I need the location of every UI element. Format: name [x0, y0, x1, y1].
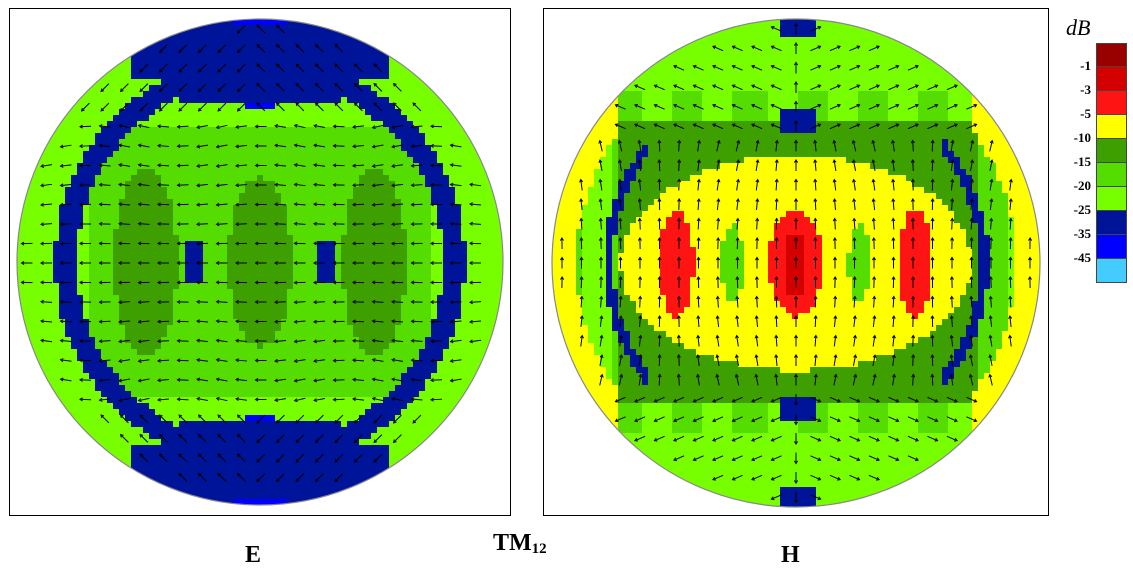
legend-swatch	[1096, 187, 1127, 211]
legend-tick: -10	[1073, 130, 1091, 145]
h-field-pattern	[551, 18, 1041, 508]
legend-swatch	[1096, 163, 1127, 187]
legend-swatch	[1096, 43, 1127, 67]
field-vectors	[559, 22, 1033, 504]
mode-title-main: TM	[493, 530, 532, 556]
legend-swatch	[1096, 67, 1127, 91]
field-vectors	[20, 24, 482, 483]
legend-swatch	[1096, 115, 1127, 139]
legend-tick: -20	[1073, 178, 1091, 193]
legend-swatch	[1096, 91, 1127, 115]
h-field-plot	[543, 8, 1049, 516]
aperture-boundary	[551, 18, 1041, 508]
e-field-label: E	[245, 542, 262, 568]
legend-tick: -15	[1073, 154, 1091, 169]
mode-title: TM12	[493, 530, 547, 558]
legend-tick: -3	[1080, 82, 1091, 97]
h-field-label: H	[781, 542, 800, 568]
legend-tick: -35	[1073, 226, 1091, 241]
e-field-plot	[9, 8, 511, 516]
legend-tick: -1	[1080, 58, 1091, 73]
legend-swatch	[1096, 211, 1127, 235]
mode-title-subscript: 12	[531, 541, 547, 557]
legend-tick: -25	[1073, 202, 1091, 217]
color-legend: -1 -3 -5 -10 -15 -20 -25 -35 -45	[1074, 43, 1127, 283]
legend-tick: -45	[1073, 250, 1091, 265]
legend-swatch	[1096, 235, 1127, 259]
legend-swatch	[1096, 259, 1127, 283]
legend-swatch	[1096, 139, 1127, 163]
aperture-boundary	[16, 18, 504, 506]
field-color-map	[17, 19, 503, 505]
legend-unit: dB	[1066, 15, 1091, 40]
legend-tick: -5	[1080, 106, 1091, 121]
e-field-pattern	[16, 18, 504, 506]
